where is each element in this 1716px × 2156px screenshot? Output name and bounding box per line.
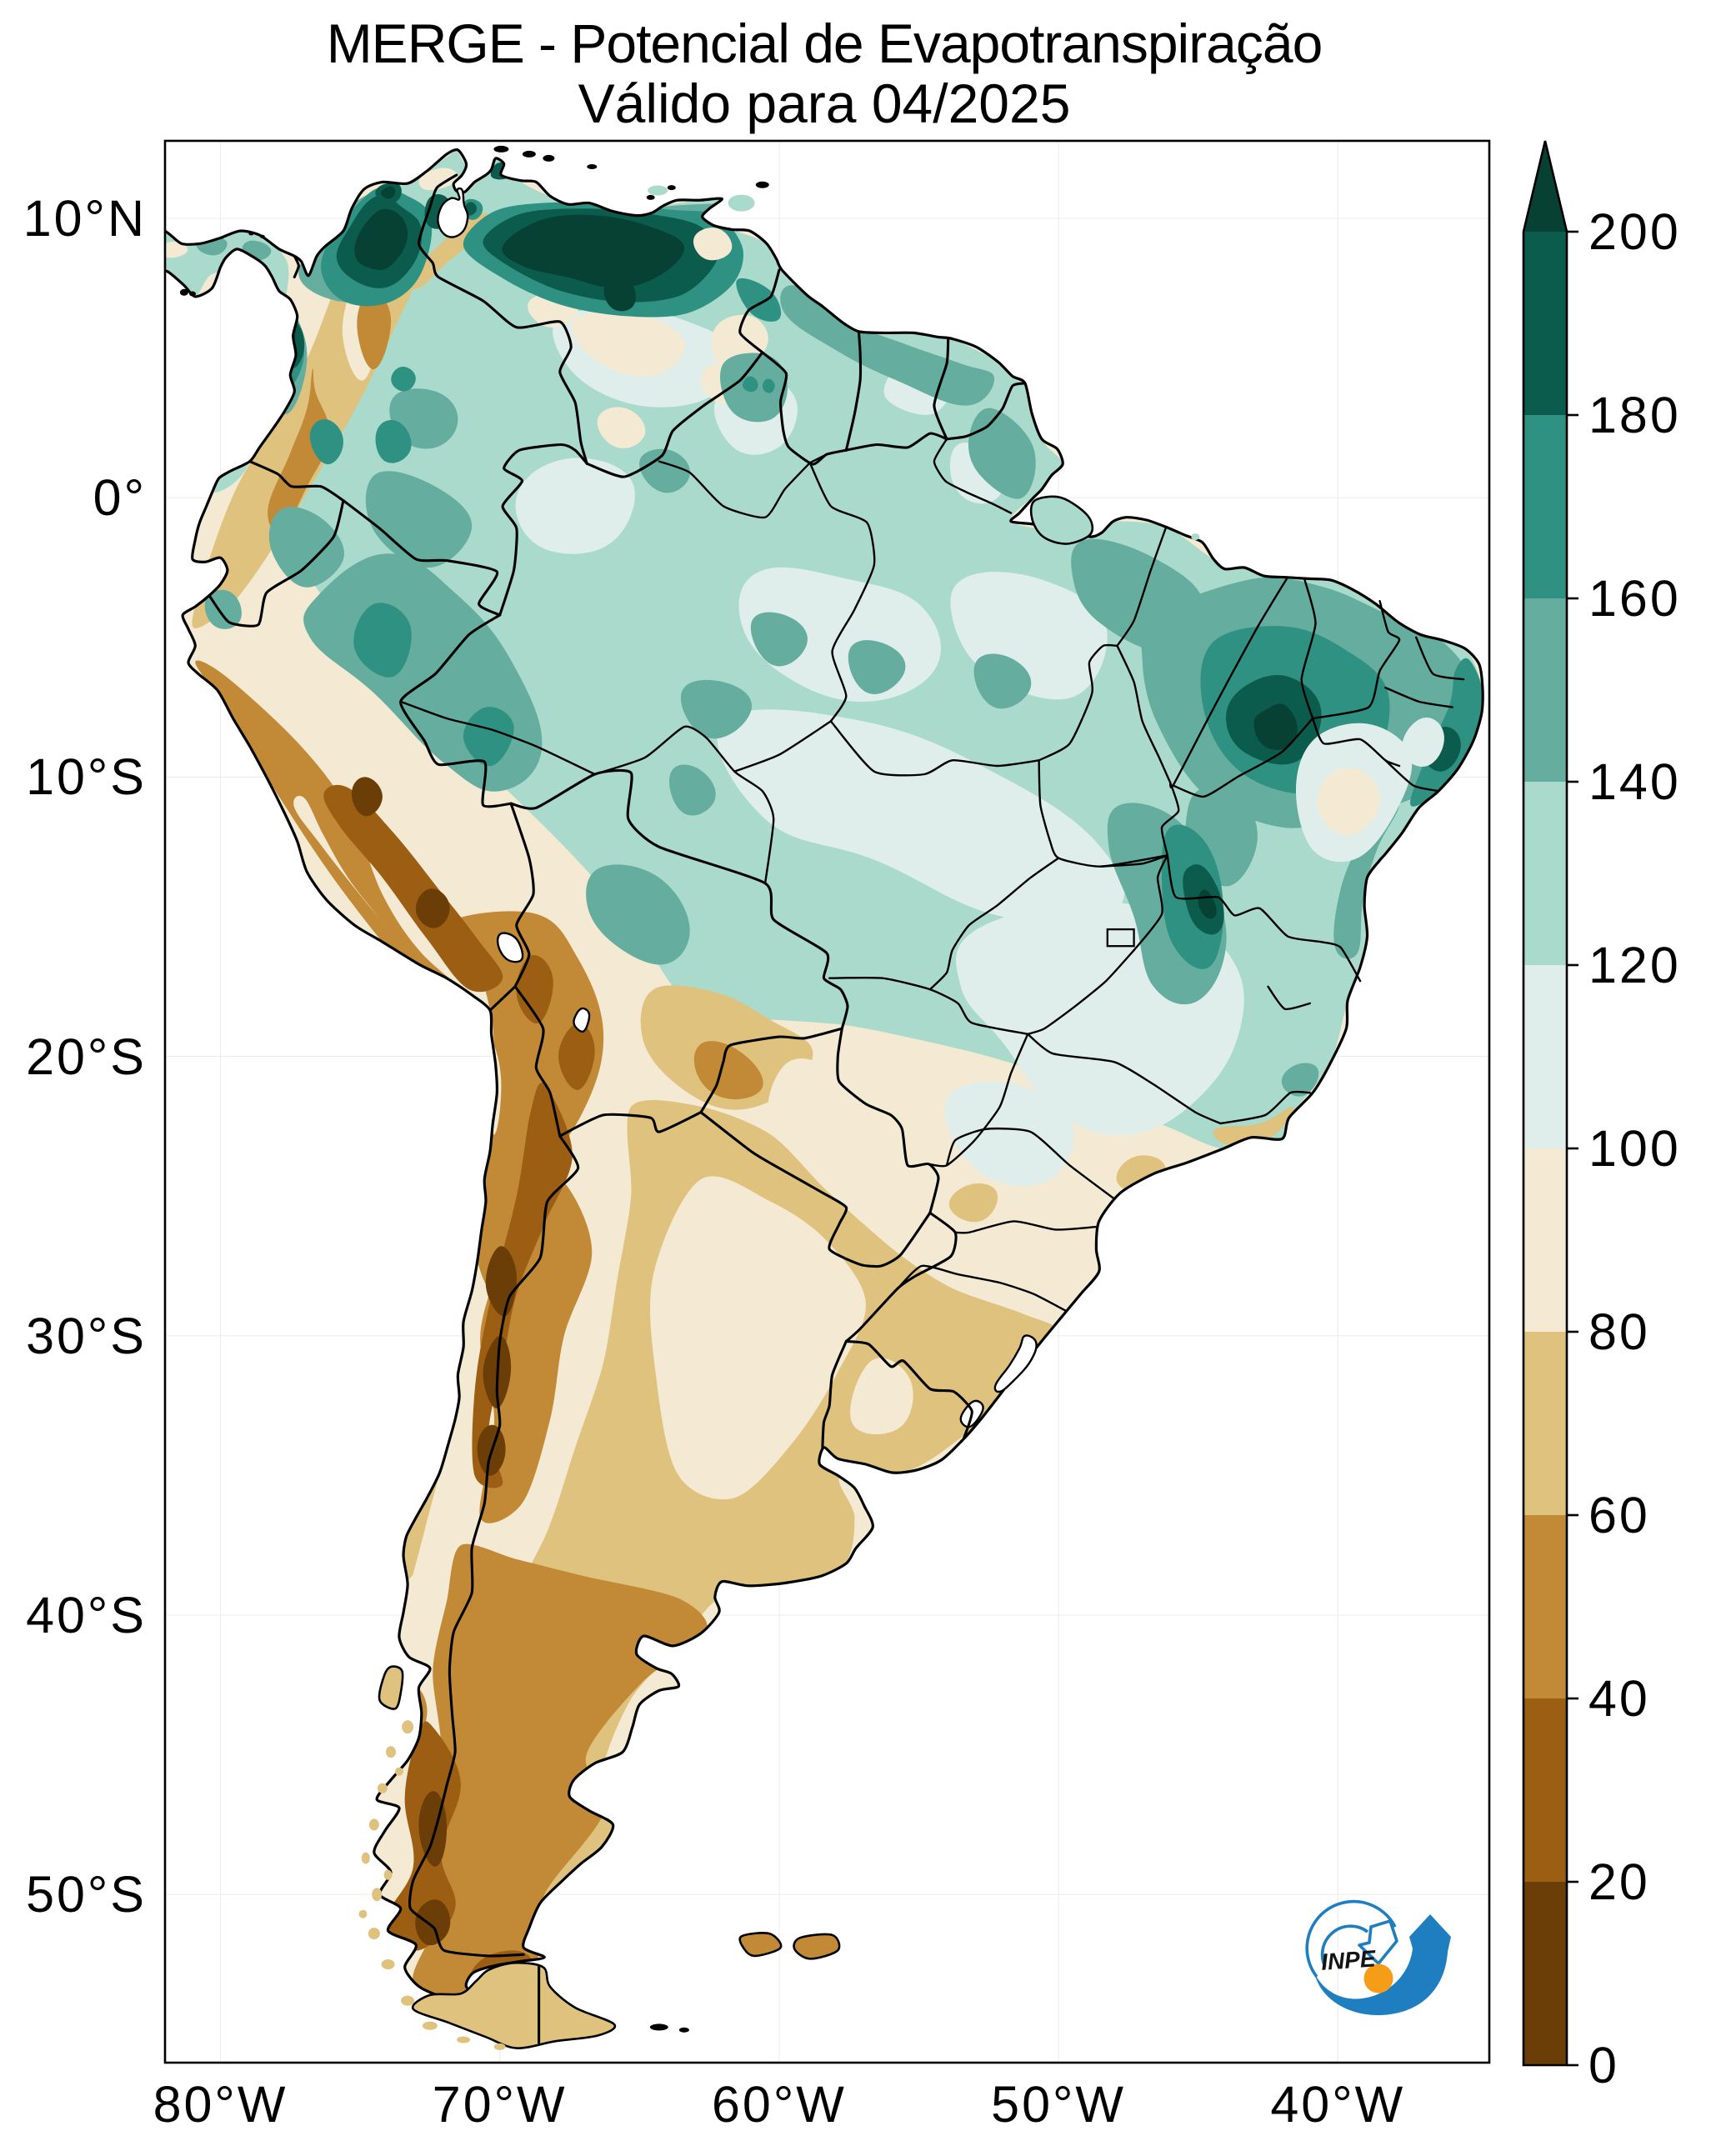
svg-text:0: 0 (1588, 2037, 1619, 2093)
svg-text:30°S: 30°S (26, 1308, 147, 1364)
svg-text:40°W: 40°W (1270, 2076, 1405, 2133)
svg-text:80: 80 (1588, 1303, 1650, 1360)
svg-text:40°S: 40°S (26, 1587, 147, 1643)
svg-text:60°W: 60°W (712, 2076, 847, 2133)
svg-text:120: 120 (1588, 937, 1681, 993)
svg-text:50°W: 50°W (991, 2076, 1126, 2133)
svg-text:10°N: 10°N (23, 190, 147, 247)
svg-text:50°S: 50°S (26, 1866, 147, 1923)
svg-text:20: 20 (1588, 1853, 1650, 1910)
svg-text:200: 200 (1588, 203, 1681, 260)
svg-text:0°: 0° (93, 469, 147, 526)
svg-text:MERGE - Potencial de Evapotran: MERGE - Potencial de Evapotranspiração (327, 13, 1323, 74)
svg-text:60: 60 (1588, 1487, 1650, 1543)
svg-text:100: 100 (1588, 1120, 1681, 1177)
svg-text:20°S: 20°S (26, 1028, 147, 1085)
svg-text:70°W: 70°W (433, 2076, 568, 2133)
svg-text:180: 180 (1588, 387, 1681, 443)
svg-text:10°S: 10°S (26, 748, 147, 805)
svg-text:140: 140 (1588, 753, 1681, 810)
svg-text:Válido para 04/2025: Válido para 04/2025 (578, 73, 1071, 134)
svg-text:INPE: INPE (1320, 1945, 1378, 1975)
svg-text:80°W: 80°W (153, 2076, 288, 2133)
svg-text:40: 40 (1588, 1670, 1650, 1727)
svg-text:160: 160 (1588, 570, 1681, 627)
